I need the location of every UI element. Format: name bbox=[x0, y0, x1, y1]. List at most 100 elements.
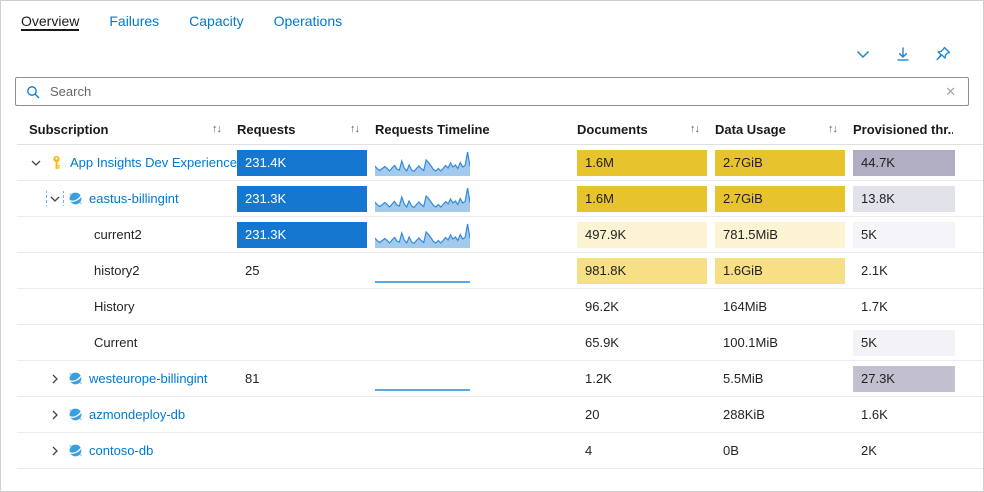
requests-bar: 231.4K bbox=[237, 149, 367, 176]
data-usage-cell: 1.6GiB bbox=[715, 257, 853, 284]
provisioned-throughput-value: 2K bbox=[861, 443, 877, 458]
sort-icon[interactable]: ↑↓ bbox=[828, 123, 838, 135]
subscription-cell: Current bbox=[17, 335, 237, 350]
data-usage-value: 781.5MiB bbox=[715, 221, 845, 248]
sort-icon[interactable]: ↑↓ bbox=[690, 123, 700, 135]
pin-icon[interactable] bbox=[933, 44, 953, 64]
column-header-requests[interactable]: Requests ↑↓ bbox=[237, 121, 360, 137]
table-row[interactable]: History 96.2K 164MiB 1.7K bbox=[17, 289, 983, 325]
search-input[interactable] bbox=[48, 83, 936, 100]
search-box: ✕ bbox=[15, 77, 969, 106]
table-row[interactable]: azmondeploy-db 20 288KiB 1.6K bbox=[17, 397, 983, 433]
subscription-cell: contoso-db bbox=[17, 443, 237, 458]
requests-sparkline bbox=[374, 222, 471, 248]
collapse-row-icon[interactable] bbox=[29, 156, 43, 170]
data-usage-cell: 2.7GiB bbox=[715, 185, 853, 212]
column-header-requests-timeline[interactable]: Requests Timeline bbox=[375, 121, 490, 137]
expand-row-icon[interactable] bbox=[48, 372, 62, 386]
requests-value: 81 bbox=[245, 371, 260, 386]
cosmos-db-icon bbox=[68, 191, 83, 206]
metrics-grid: Subscription ↑↓ Requests ↑↓ Requests Timel… bbox=[1, 114, 983, 469]
table-row[interactable]: history2 25 981.8K 1.6GiB 2.1K bbox=[17, 253, 983, 289]
column-header-provisioned-throughput[interactable]: Provisioned thr... bbox=[853, 121, 953, 137]
column-header-data-usage[interactable]: Data Usage ↑↓ bbox=[715, 121, 838, 137]
cosmos-db-icon bbox=[68, 407, 83, 422]
table-row[interactable]: App Insights Dev Experience 231.4K 1.6M 2.7… bbox=[17, 145, 983, 181]
requests-cell: 81 bbox=[237, 371, 375, 386]
table-row[interactable]: Current 65.9K 100.1MiB 5K bbox=[17, 325, 983, 361]
provisioned-throughput-cell: 44.7K bbox=[853, 149, 969, 176]
requests-cell: 231.3K bbox=[237, 221, 375, 248]
sort-icon[interactable]: ↑↓ bbox=[212, 123, 222, 135]
provisioned-throughput-value: 1.7K bbox=[861, 299, 888, 314]
tab-capacity[interactable]: Capacity bbox=[189, 13, 244, 29]
expand-row-icon[interactable] bbox=[48, 408, 62, 422]
table-row[interactable]: eastus-billingint 231.3K 1.6M 2.7GiB 13.8K bbox=[17, 181, 983, 217]
data-usage-cell: 288KiB bbox=[715, 407, 853, 422]
row-label[interactable]: eastus-billingint bbox=[89, 191, 179, 206]
provisioned-throughput-cell: 13.8K bbox=[853, 185, 969, 212]
data-usage-cell: 2.7GiB bbox=[715, 149, 853, 176]
table-row[interactable]: current2 231.3K 497.9K 781.5MiB 5K bbox=[17, 217, 983, 253]
data-usage-value: 0B bbox=[723, 443, 739, 458]
data-usage-cell: 5.5MiB bbox=[715, 371, 853, 386]
tab-operations[interactable]: Operations bbox=[273, 13, 343, 29]
expand-row-icon[interactable] bbox=[48, 444, 62, 458]
documents-value: 1.6M bbox=[577, 149, 707, 176]
tab-failures[interactable]: Failures bbox=[109, 13, 160, 29]
table-row[interactable]: contoso-db 4 0B 2K bbox=[17, 433, 983, 469]
documents-value: 1.2K bbox=[585, 371, 612, 386]
collapse-chevron-icon[interactable] bbox=[853, 44, 873, 64]
data-usage-value: 2.7GiB bbox=[715, 149, 845, 176]
documents-value: 497.9K bbox=[577, 221, 707, 248]
provisioned-throughput-cell: 5K bbox=[853, 329, 969, 356]
documents-cell: 1.2K bbox=[577, 371, 715, 386]
data-usage-value: 1.6GiB bbox=[715, 257, 845, 284]
requests-timeline-cell bbox=[375, 259, 577, 283]
requests-bar: 231.3K bbox=[237, 185, 367, 212]
provisioned-throughput-value: 1.6K bbox=[861, 407, 888, 422]
requests-cell: 231.4K bbox=[237, 149, 375, 176]
column-header-documents[interactable]: Documents ↑↓ bbox=[577, 121, 700, 137]
data-usage-cell: 100.1MiB bbox=[715, 335, 853, 350]
column-header-subscription[interactable]: Subscription ↑↓ bbox=[29, 121, 222, 137]
table-row[interactable]: westeurope-billingint 81 1.2K 5.5MiB 27.3K bbox=[17, 361, 983, 397]
row-label[interactable]: App Insights Dev Experience bbox=[70, 155, 237, 170]
requests-cell: 25 bbox=[237, 263, 375, 278]
data-usage-value: 100.1MiB bbox=[723, 335, 778, 350]
tab-overview[interactable]: Overview bbox=[21, 13, 80, 31]
requests-flatline bbox=[375, 280, 470, 283]
subscription-key-icon bbox=[49, 155, 64, 170]
collapse-row-icon[interactable] bbox=[46, 191, 64, 206]
documents-value: 65.9K bbox=[585, 335, 619, 350]
provisioned-throughput-cell: 2K bbox=[853, 443, 969, 458]
subscription-cell: eastus-billingint bbox=[17, 191, 237, 206]
requests-timeline-cell bbox=[374, 186, 577, 212]
sort-icon[interactable]: ↑↓ bbox=[350, 123, 360, 135]
row-label[interactable]: azmondeploy-db bbox=[89, 407, 186, 422]
requests-flatline bbox=[375, 388, 470, 391]
provisioned-throughput-cell: 1.6K bbox=[853, 407, 969, 422]
documents-value: 20 bbox=[585, 407, 600, 422]
documents-cell: 981.8K bbox=[577, 257, 715, 284]
provisioned-throughput-value: 27.3K bbox=[853, 365, 955, 392]
clear-search-icon[interactable]: ✕ bbox=[945, 83, 956, 99]
data-usage-cell: 164MiB bbox=[715, 299, 853, 314]
data-usage-value: 288KiB bbox=[723, 407, 765, 422]
provisioned-throughput-cell: 2.1K bbox=[853, 263, 969, 278]
requests-cell: 231.3K bbox=[237, 185, 375, 212]
subscription-cell: current2 bbox=[17, 227, 237, 242]
documents-value: 96.2K bbox=[585, 299, 619, 314]
data-usage-cell: 781.5MiB bbox=[715, 221, 853, 248]
row-label: Current bbox=[94, 335, 138, 350]
grid-header-row: Subscription ↑↓ Requests ↑↓ Requests Timel… bbox=[17, 114, 983, 145]
row-label[interactable]: westeurope-billingint bbox=[89, 371, 208, 386]
data-usage-value: 164MiB bbox=[723, 299, 768, 314]
documents-value: 1.6M bbox=[577, 185, 707, 212]
documents-value: 4 bbox=[585, 443, 593, 458]
row-label[interactable]: contoso-db bbox=[89, 443, 154, 458]
provisioned-throughput-value: 5K bbox=[853, 221, 955, 248]
row-label: History bbox=[94, 299, 135, 314]
download-icon[interactable] bbox=[893, 44, 913, 64]
